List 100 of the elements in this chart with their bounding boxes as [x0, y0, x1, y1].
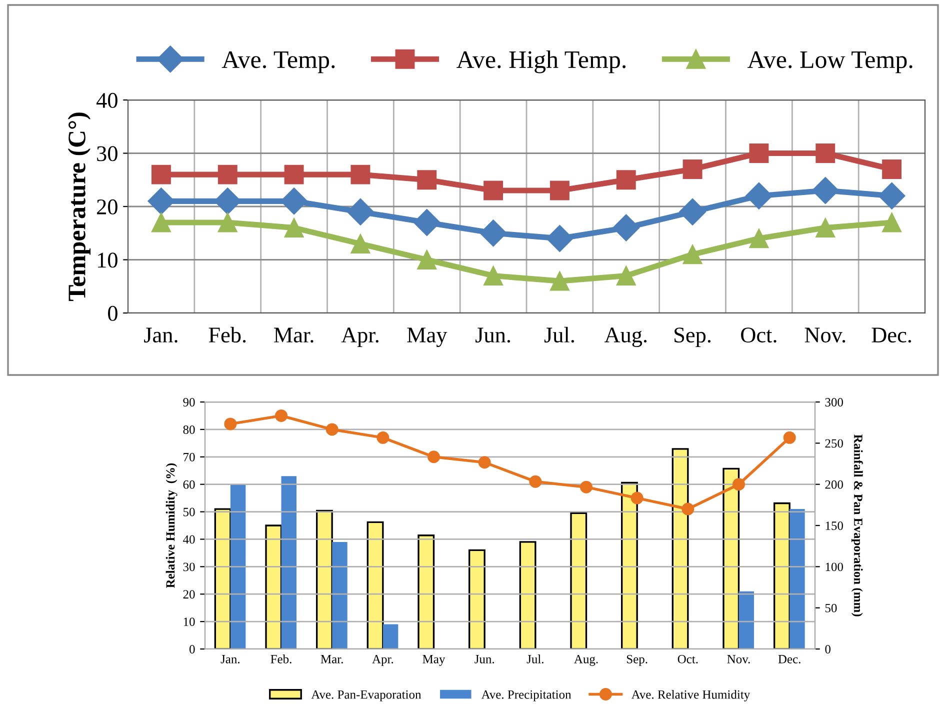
y2-tick-label: 250 [825, 439, 843, 448]
bar [332, 542, 348, 649]
bar [230, 484, 246, 649]
y-axis-title: Relative Humidity (%) [166, 463, 178, 588]
bar [316, 510, 333, 649]
point [346, 198, 374, 226]
x-tick-label: Aug. [574, 654, 598, 666]
point [484, 180, 504, 200]
x-tick-label: Jun. [474, 655, 494, 664]
point [224, 418, 237, 430]
y2-tick-label: 150 [826, 522, 843, 530]
point [428, 450, 440, 464]
x-tick-label: Feb. [208, 326, 246, 343]
bar [281, 476, 296, 649]
bar [790, 509, 805, 649]
x-tick-label: Oct. [741, 328, 776, 343]
bar [722, 468, 740, 649]
bar [738, 591, 754, 649]
x-tick-label: Apr. [341, 328, 378, 348]
x-tick-label: Jul. [544, 326, 574, 343]
y2-tick-label: 100 [826, 562, 843, 572]
point [350, 164, 370, 184]
point [350, 234, 370, 254]
point [550, 271, 570, 291]
point [812, 177, 839, 204]
point [478, 456, 491, 469]
y-tick-label: 40 [183, 535, 195, 544]
y-tick-label: 20 [97, 199, 118, 214]
x-tick-label: Jul. [526, 654, 544, 664]
y-tick-label: 30 [97, 146, 118, 162]
bar [265, 524, 282, 649]
point [783, 431, 796, 444]
y-tick-label: 20 [183, 590, 195, 599]
point [682, 160, 702, 179]
point [749, 144, 769, 163]
y2-tick-label: 50 [825, 604, 837, 612]
y2-tick-label: 300 [825, 398, 843, 406]
point [151, 212, 171, 232]
point [413, 209, 440, 236]
bar [621, 482, 638, 649]
point [882, 212, 902, 232]
x-tick-label: Aug. [604, 328, 647, 348]
y-tick-label: 50 [184, 508, 195, 516]
point [816, 218, 836, 238]
point [580, 480, 592, 494]
point [550, 180, 570, 200]
legend-label: Ave. Precipitation [481, 690, 572, 702]
legend-label: Ave. Relative Humidity [631, 690, 750, 702]
x-tick-label: Jan. [144, 328, 178, 343]
x-tick-label: Sep. [626, 654, 648, 666]
x-tick-label: Nov. [727, 655, 750, 664]
x-tick-label: Sep. [674, 328, 711, 348]
x-tick-label: Oct. [678, 654, 698, 664]
point [376, 431, 390, 444]
legend-label: Ave. Pan-Evaporation [311, 690, 422, 702]
x-tick-label: Mar. [274, 328, 314, 343]
y-tick-label: 40 [96, 92, 118, 108]
x-tick-label: Jun. [476, 328, 510, 343]
point [616, 266, 636, 286]
y2-axis-title: Rainfall & Pan Evaporation (mm) [851, 434, 863, 616]
point [326, 423, 338, 436]
point [612, 214, 640, 242]
legend-label: Ave. Temp. [222, 51, 335, 74]
point [484, 266, 504, 286]
point [417, 170, 437, 190]
point [878, 182, 906, 210]
point [417, 250, 437, 270]
x-tick-label: Nov. [804, 328, 846, 343]
y-tick-label: 10 [98, 252, 118, 268]
x-tick-label: Dec. [872, 328, 911, 343]
x-tick-label: May [422, 655, 446, 666]
legend-label: Ave. Low Temp. [747, 51, 912, 74]
y2-tick-label: 0 [825, 645, 830, 654]
x-tick-label: Jan. [220, 655, 240, 664]
x-tick-label: Feb. [270, 654, 292, 664]
y-tick-label: 0 [108, 306, 118, 321]
y-tick-label: 60 [183, 480, 195, 489]
bar [418, 534, 435, 649]
bar [519, 541, 536, 649]
bar [366, 521, 384, 649]
x-tick-label: Mar. [320, 655, 343, 664]
y2-tick-label: 200 [825, 480, 843, 489]
point [682, 502, 694, 516]
point [275, 409, 288, 422]
y-tick-label: 70 [184, 452, 195, 462]
point [679, 198, 706, 226]
point [151, 164, 171, 184]
bar [774, 502, 790, 649]
point [682, 244, 702, 264]
point [816, 144, 836, 163]
bar [570, 512, 588, 649]
bar [468, 549, 486, 649]
bar [672, 448, 689, 649]
y-tick-label: 30 [183, 562, 195, 572]
bar [382, 624, 398, 649]
point [218, 164, 238, 184]
y-axis-title: Temperature (C°) [68, 112, 90, 302]
y-tick-label: 80 [183, 425, 195, 434]
y-tick-label: 0 [190, 645, 195, 654]
y-tick-label: 10 [184, 618, 195, 626]
